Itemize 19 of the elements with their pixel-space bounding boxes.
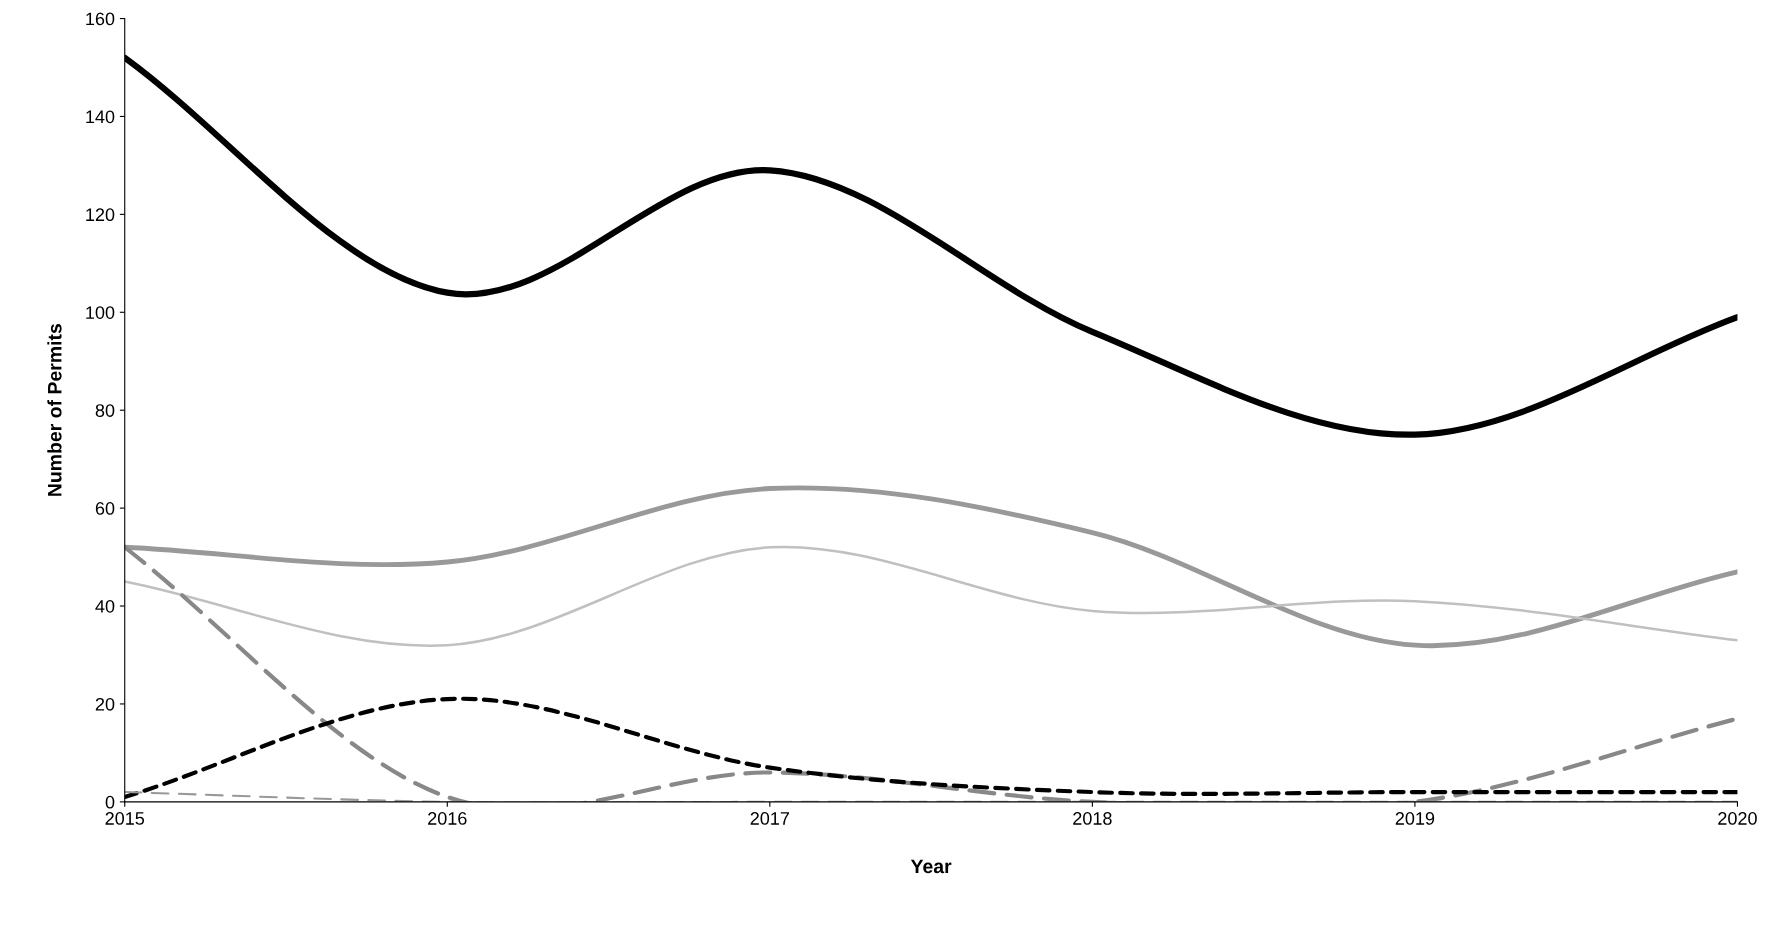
y-tick-label: 0 — [105, 795, 115, 809]
x-tick-label: 2017 — [750, 812, 789, 825]
y-tick-label: 60 — [95, 502, 115, 515]
x-tick-label: 2020 — [1718, 812, 1757, 825]
y-tick-label: 160 — [86, 12, 115, 26]
y-tick-label: 40 — [95, 599, 115, 613]
y-tick-label: 20 — [95, 697, 115, 711]
y-tick-label: 80 — [95, 404, 115, 417]
x-tick-label: 2019 — [1395, 812, 1435, 825]
y-tick-label: 100 — [86, 306, 115, 319]
x-axis-title: Year — [910, 859, 952, 874]
x-tick-label: 2016 — [428, 812, 467, 825]
x-tick-label: 2015 — [105, 812, 145, 825]
x-tick-label: 2018 — [1073, 812, 1112, 825]
line-series — [124, 485, 1738, 648]
y-axis-title: Number of Permits — [47, 324, 62, 496]
line-series — [124, 545, 1738, 647]
y-tick-label: 120 — [86, 208, 115, 222]
y-tick-label: 140 — [86, 110, 115, 124]
